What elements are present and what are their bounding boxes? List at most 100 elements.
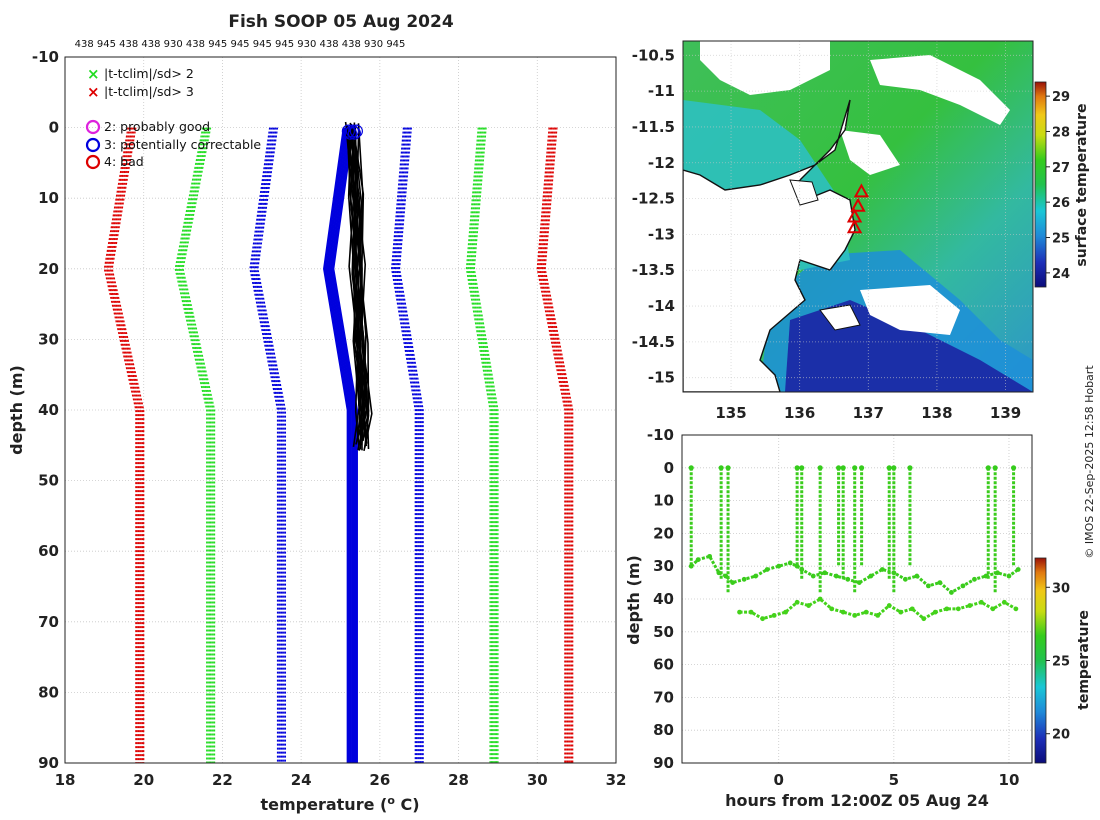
map-y-tick-label: -13: [648, 225, 675, 243]
tow-lower-point: [760, 616, 765, 622]
clim-minus-1sd-line: [254, 127, 284, 763]
clim-minus-2sd-line: [174, 127, 208, 763]
y-tick-label: 50: [38, 472, 59, 490]
tow-upper-point: [902, 576, 908, 582]
x-tick-label: 30: [527, 771, 548, 789]
clim-plus-1sd-line: [397, 127, 423, 763]
tow-upper-point: [810, 573, 816, 579]
clim-minus-1sd-line: [253, 127, 283, 763]
dt-y-tick-label: 60: [653, 656, 674, 674]
legend: × |t-tclim|/sd> 2 × |t-tclim|/sd> 3 2: p…: [85, 65, 261, 170]
clim-plus-2sd-line: [468, 127, 494, 763]
tow-upper-point: [730, 580, 736, 585]
surface-spike-point: [1010, 465, 1017, 471]
tow-lower-point: [932, 609, 938, 615]
clim-minus-3sd-line: [105, 127, 138, 763]
clim-minus-2sd-line: [181, 127, 214, 763]
sst-colorbar: [1034, 81, 1047, 288]
clim-minus-1sd-line: [257, 127, 287, 763]
y-tick-label: 30: [38, 330, 59, 348]
y-tick-label: 40: [38, 401, 59, 419]
dt-y-tick-label: -10: [647, 426, 674, 444]
tow-upper-point: [972, 576, 977, 582]
tow-lower-point: [794, 599, 800, 605]
tow-lower-point: [921, 616, 927, 622]
flag-3-profile-line: [325, 127, 352, 763]
sst-colorbar-label: surface temperature: [1074, 103, 1090, 266]
clim-plus-3sd-line: [539, 127, 569, 763]
tow-upper-point: [695, 557, 701, 563]
clim-minus-2sd-line: [179, 127, 213, 763]
x-tick-label: 32: [606, 771, 627, 789]
y-tick-label: 70: [38, 613, 59, 631]
tow-upper-point: [741, 576, 747, 582]
clim-minus-3sd-line: [107, 127, 141, 763]
clim-plus-3sd-line: [540, 127, 570, 763]
map-y-tick-label: -14.5: [632, 333, 675, 351]
surface-spike-point: [886, 465, 892, 471]
temperature-colorbar: [1034, 557, 1047, 764]
track-triangle-marker: [846, 219, 863, 234]
tow-lower-point: [886, 603, 892, 608]
x-axis-label-temperature: temperature (o C): [260, 794, 419, 814]
legend-label-3sd: |t-tclim|/sd> 3: [104, 84, 194, 99]
temperature-profile-panel: 18 20 22 24 26 28 30 32 -100102030405060708090 …: [7, 48, 626, 814]
map-y-tick-label: -12: [648, 154, 675, 172]
clim-minus-3sd-line: [108, 127, 142, 763]
y-axis-label-depth: depth (m): [7, 365, 26, 455]
tow-upper-point: [822, 570, 828, 576]
y-tick-label: 10: [38, 189, 59, 207]
y-tick-label: 90: [38, 754, 59, 772]
map-y-tick-label: -14: [648, 297, 675, 315]
tow-lower-point: [1001, 599, 1007, 605]
flag-3-profile-line: [327, 127, 354, 763]
dt-y-tick-label: 0: [664, 459, 674, 477]
tow-upper-point: [868, 573, 874, 579]
cloud-mask-northeast: [870, 55, 1010, 125]
flag-circle-marker: [341, 124, 355, 138]
flag-3-profile-line: [329, 127, 356, 763]
surface-spike-point: [840, 465, 846, 471]
clim-minus-3sd-line: [110, 127, 144, 763]
tow-lower-point: [783, 609, 789, 615]
tow-upper-point: [833, 573, 839, 579]
colorbar-tick-label: 20: [1052, 728, 1070, 743]
cloud-mask-south: [860, 285, 960, 335]
map-x-tick-label: 135: [715, 404, 746, 422]
map-y-tick-label: -15: [648, 369, 675, 387]
tow-lower-point: [875, 613, 881, 618]
tow-lower-point: [1013, 606, 1019, 612]
x-tick-label: 22: [212, 771, 233, 789]
flag-3-profile-line: [331, 127, 358, 763]
observed-profile-line: [349, 129, 365, 441]
land-mass: [683, 99, 856, 392]
island: [789, 179, 819, 206]
clim-plus-2sd-line: [473, 127, 499, 763]
colorbar-tick-label: 26: [1052, 196, 1070, 211]
tow-upper-point: [1006, 573, 1012, 579]
surface-spike-point: [985, 465, 991, 471]
tow-upper-point: [960, 583, 966, 589]
track-triangle-marker: [853, 183, 870, 198]
tow-upper-point: [776, 563, 782, 569]
surface-spike-point: [794, 465, 800, 471]
clim-minus-2sd-line: [182, 127, 216, 763]
tow-lower-point: [806, 603, 812, 608]
dt-y-tick-label: 30: [653, 557, 674, 575]
legend-label-probably-good: 2: probably good: [104, 119, 210, 134]
tow-lower-point: [863, 609, 869, 615]
clim-plus-1sd-line: [392, 127, 418, 763]
clim-plus-3sd-line: [536, 127, 566, 763]
surface-spike-point: [907, 465, 913, 471]
legend-circle-magenta-icon: [85, 119, 101, 135]
probe-type-labels: 438 945 438 438 930 438 945 945 945 945 …: [75, 39, 406, 50]
tow-lower-point: [829, 606, 835, 612]
tow-upper-point: [787, 560, 793, 566]
tow-lower-point: [955, 606, 961, 612]
map-x-tick-label: 136: [784, 404, 815, 422]
map-y-tick-label: -13.5: [632, 261, 675, 279]
x-tick-label: 20: [133, 771, 154, 789]
colorbar-tick-label: 25: [1052, 655, 1070, 670]
colorbar-tick-label: 29: [1052, 90, 1070, 105]
tow-upper-point: [845, 576, 851, 582]
